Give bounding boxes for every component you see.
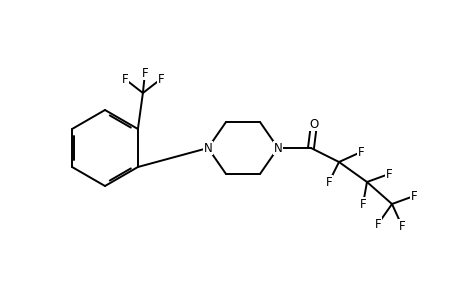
Text: N: N: [273, 142, 282, 154]
Text: F: F: [141, 67, 148, 80]
Text: F: F: [398, 220, 404, 232]
Text: O: O: [309, 118, 318, 130]
Text: F: F: [410, 190, 416, 202]
Text: F: F: [385, 167, 392, 181]
Text: F: F: [359, 197, 365, 211]
Text: F: F: [357, 146, 364, 158]
Text: F: F: [374, 218, 381, 230]
Text: F: F: [157, 73, 164, 85]
Text: F: F: [121, 73, 128, 85]
Text: F: F: [325, 176, 331, 188]
Text: N: N: [203, 142, 212, 154]
